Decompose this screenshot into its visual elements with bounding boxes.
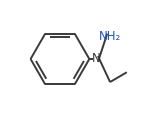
Text: NH₂: NH₂ xyxy=(99,30,121,43)
Text: N: N xyxy=(92,53,101,65)
